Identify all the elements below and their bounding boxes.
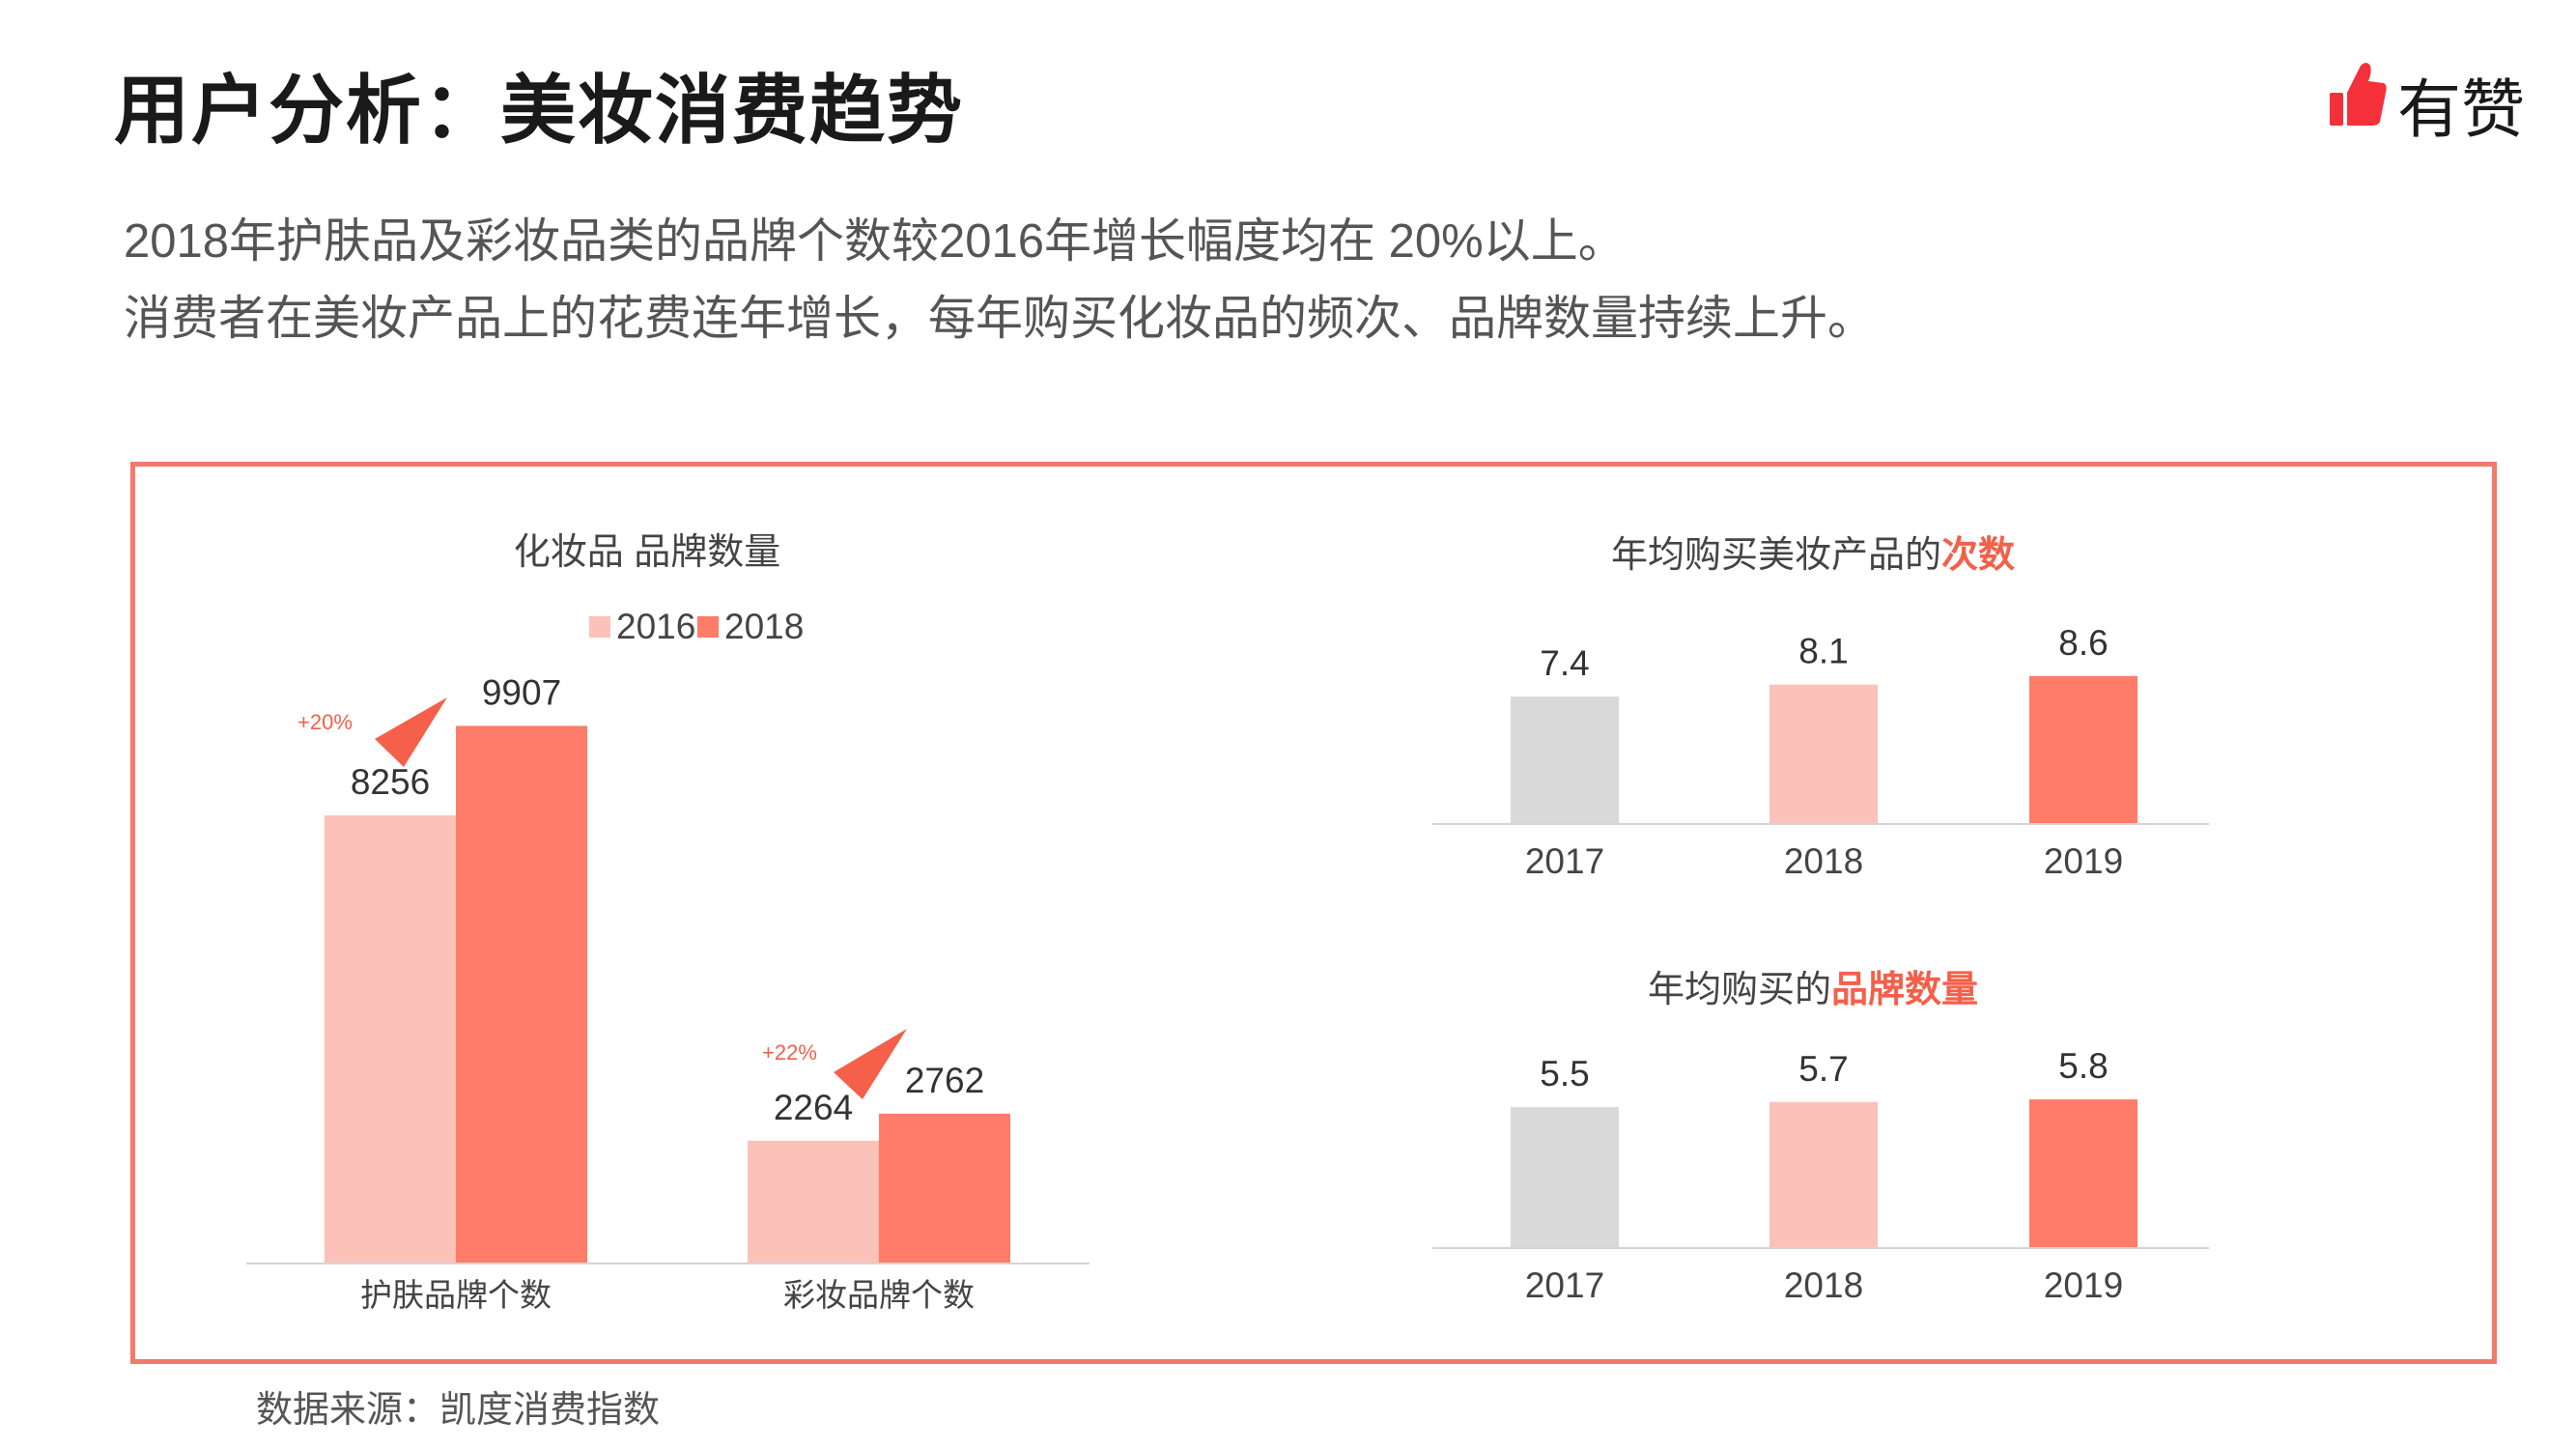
thumbs-up-icon (2330, 63, 2387, 126)
chart1-title: 化妆品 品牌数量 (514, 532, 781, 573)
brand-count-chart: 化妆品 品牌数量 2016 2018 8256 9907 2264 2762 护肤品牌… (246, 532, 1090, 1313)
chart1-bar-2016-0 (325, 815, 456, 1264)
chart2-value-label-2019: 8.6 (2058, 623, 2108, 663)
data-source: 数据来源：凯度消费指数 (256, 1390, 661, 1431)
chart2-title: 年均购买美妆产品的次数 (1611, 535, 2015, 576)
growth-annotation-1: +22% (762, 1040, 817, 1065)
chart3-title: 年均购买的品牌数量 (1648, 970, 1978, 1010)
brand-quantity-chart: 年均购买的品牌数量 5.5 2017 5.7 2018 5.8 2019 (1432, 970, 2209, 1305)
chart3-value-label-2018: 5.7 (1798, 1049, 1848, 1089)
growth-arrow-1 (834, 1029, 907, 1099)
chart2-bar-2018 (1769, 684, 1878, 824)
chart1-category-label-1: 彩妆品牌个数 (783, 1277, 975, 1313)
chart2-title-highlight: 次数 (1941, 535, 2015, 576)
chart1-category-label-0: 护肤品牌个数 (360, 1277, 552, 1313)
subtitle-line-2: 消费者在美妆产品上的花费连年增长，每年购买化妆品的频次、品牌数量持续上升。 (124, 293, 1876, 345)
chart1-value-label-2018-0: 9907 (482, 672, 561, 712)
chart3-title-highlight: 品牌数量 (1831, 970, 1978, 1010)
chart2-category-label-2019: 2019 (2044, 841, 2123, 881)
chart3-value-label-2017: 5.5 (1540, 1054, 1589, 1094)
chart3-bar-2018 (1769, 1101, 1878, 1248)
chart1-value-label-2016-1: 2264 (774, 1088, 853, 1127)
chart1-bar-2016-1 (748, 1140, 879, 1264)
subtitle-line-1: 2018年护肤品及彩妆品类的品牌个数较2016年增长幅度均在 20%以上。 (124, 215, 1626, 268)
chart1-legend: 2016 2018 (589, 607, 804, 646)
chart3-bar-2017 (1511, 1107, 1619, 1248)
chart2-bar-2017 (1511, 696, 1619, 824)
chart3-value-label-2019: 5.8 (2058, 1046, 2108, 1086)
growth-annotation-0: +20% (297, 710, 353, 734)
chart1-bar-2018-0 (456, 725, 587, 1264)
chart2-value-label-2017: 7.4 (1540, 643, 1589, 683)
legend-swatch-2016 (589, 616, 610, 638)
growth-arrow-0 (375, 697, 447, 767)
chart1-bar-2018-1 (879, 1113, 1010, 1264)
chart1-value-label-2018-1: 2762 (905, 1061, 984, 1100)
chart2-bar-2019 (2029, 675, 2137, 824)
chart2-category-label-2018: 2018 (1784, 841, 1863, 881)
chart2-category-label-2017: 2017 (1525, 841, 1604, 881)
legend-swatch-2018 (697, 616, 719, 638)
charts-panel (130, 462, 2497, 1364)
chart3-category-label-2019: 2019 (2044, 1265, 2123, 1305)
chart3-title-prefix: 年均购买的 (1648, 970, 1831, 1010)
chart2-value-label-2018: 8.1 (1798, 632, 1848, 671)
chart3-category-label-2017: 2017 (1525, 1265, 1604, 1305)
page-title: 用户分析：美妆消费趋势 (114, 68, 965, 153)
chart1-value-label-2016-0: 8256 (351, 762, 430, 802)
legend-label-2018: 2018 (724, 607, 804, 646)
logo-text: 有赞 (2397, 73, 2525, 145)
chart2-title-prefix: 年均购买美妆产品的 (1611, 535, 1941, 576)
purchase-frequency-chart: 年均购买美妆产品的次数 7.4 2017 8.1 2018 8.6 2019 (1432, 535, 2209, 881)
chart3-category-label-2018: 2018 (1784, 1265, 1863, 1305)
legend-label-2016: 2016 (616, 607, 695, 646)
chart3-bar-2019 (2029, 1099, 2137, 1248)
brand-logo: 有赞 (2328, 56, 2525, 145)
